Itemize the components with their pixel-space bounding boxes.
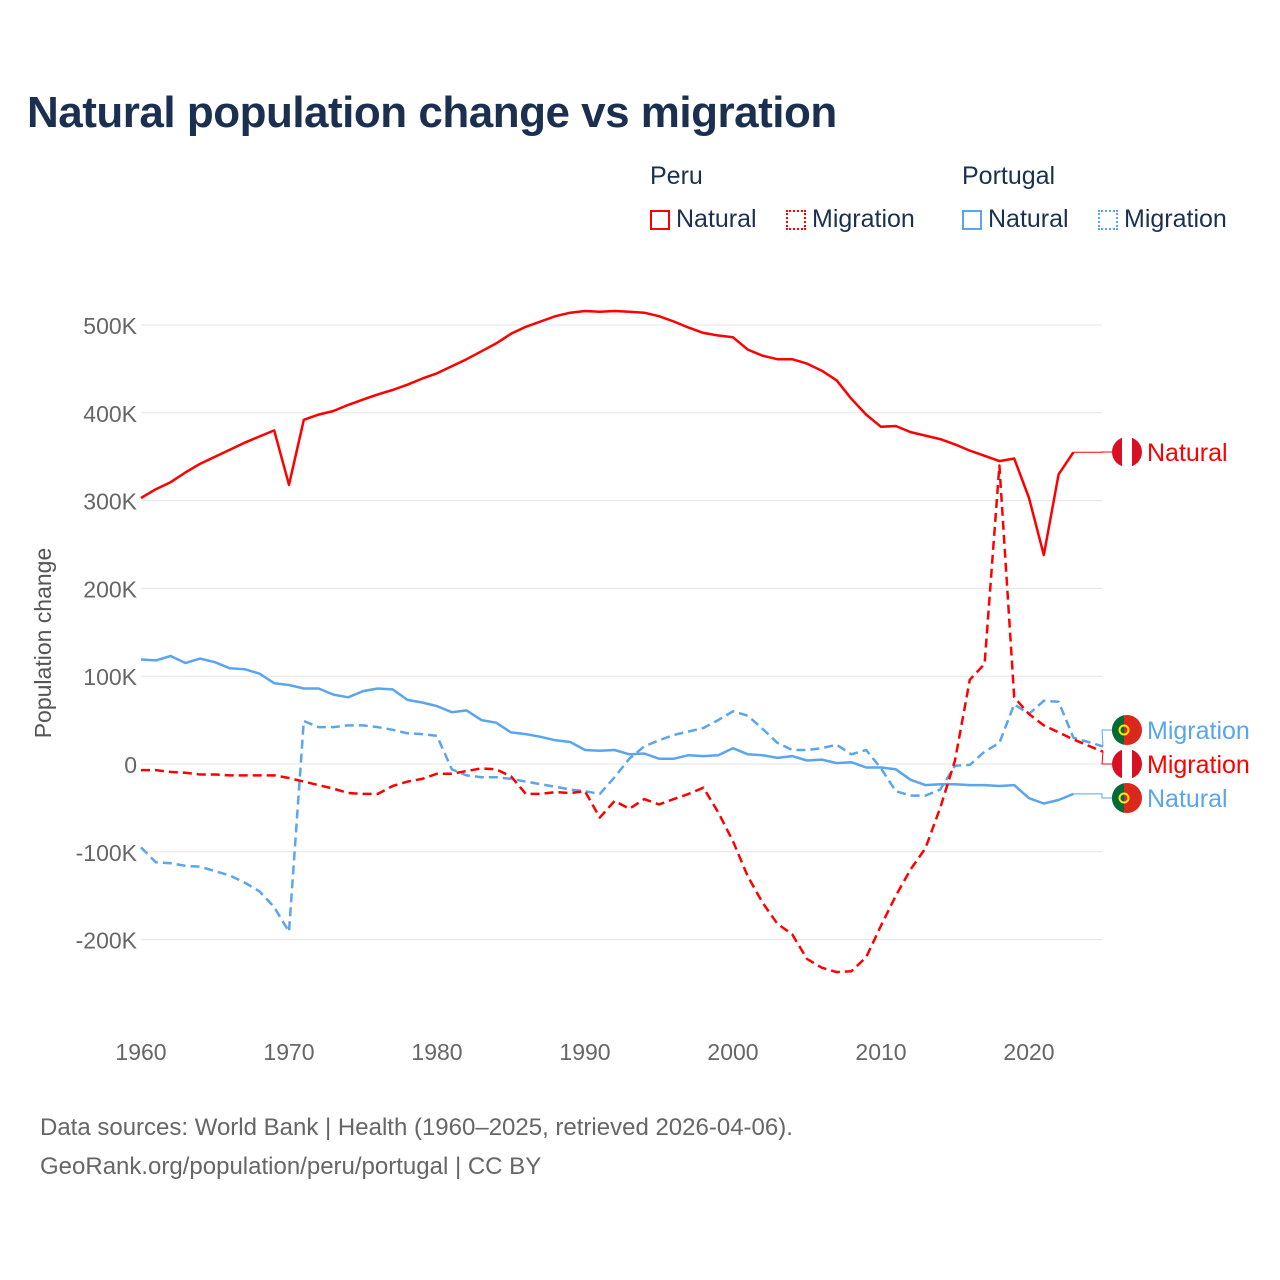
x-tick-label: 2010 [855, 1039, 906, 1065]
legend-group-peru: Peru [650, 162, 703, 190]
end-label: Migration [1147, 751, 1250, 779]
label-connector [1073, 793, 1112, 799]
label-connector [1101, 729, 1112, 747]
legend-portugal-migration[interactable]: Migration [1098, 205, 1227, 234]
x-tick-label: 1970 [263, 1039, 314, 1065]
y-tick-label: 100K [83, 664, 137, 690]
y-tick-label: 200K [83, 576, 137, 602]
peru-flag-icon [1112, 749, 1142, 779]
y-axis-label: Population change [30, 548, 56, 739]
end-label: Natural [1147, 439, 1228, 467]
x-tick-label: 2000 [707, 1039, 758, 1065]
x-tick-label: 2020 [1003, 1039, 1054, 1065]
y-tick-label: 500K [83, 313, 137, 339]
x-tick-label: 1980 [411, 1039, 462, 1065]
end-label: Migration [1147, 717, 1250, 745]
x-tick-label: 1960 [115, 1039, 166, 1065]
legend-peru-migration[interactable]: Migration [786, 205, 915, 234]
data-source-note: Data sources: World Bank | Health (1960–… [40, 1114, 793, 1141]
series-line-portugal-migration[interactable] [140, 699, 1104, 933]
solid-swatch-icon [962, 209, 982, 230]
y-tick-label: -200K [76, 928, 138, 954]
series-line-portugal-natural[interactable] [140, 654, 1074, 805]
y-tick-label: -100K [76, 840, 138, 866]
y-tick-label: 0 [124, 752, 137, 778]
dotted-swatch-icon [786, 209, 806, 230]
legend-label: Migration [1124, 205, 1227, 233]
x-tick-label: 1990 [559, 1039, 610, 1065]
legend-portugal-natural[interactable]: Natural [962, 205, 1069, 234]
y-tick-label: 400K [83, 401, 137, 427]
y-tick-label: 300K [83, 489, 137, 515]
series-line-peru-migration[interactable] [141, 464, 1104, 974]
footer: Data sources: World Bank | Health (1960–… [40, 1108, 793, 1186]
solid-swatch-icon [650, 209, 670, 230]
end-label: Natural [1147, 785, 1228, 813]
portugal-flag-icon [1111, 715, 1142, 745]
attribution-link[interactable]: GeoRank.org/population/peru/portugal | C… [40, 1153, 542, 1180]
legend-label: Natural [988, 205, 1069, 233]
portugal-flag-icon [1111, 783, 1142, 813]
label-connector [1101, 751, 1112, 765]
series-line-peru-natural[interactable] [140, 309, 1075, 557]
legend-group-portugal: Portugal [962, 162, 1056, 190]
dotted-swatch-icon [1098, 209, 1118, 230]
peru-flag-icon [1112, 437, 1142, 467]
legend-peru-natural[interactable]: Natural [650, 205, 757, 234]
legend-label: Natural [676, 205, 757, 233]
legend-label: Migration [812, 205, 915, 233]
chart-title: Natural population change vs migration [27, 88, 837, 137]
